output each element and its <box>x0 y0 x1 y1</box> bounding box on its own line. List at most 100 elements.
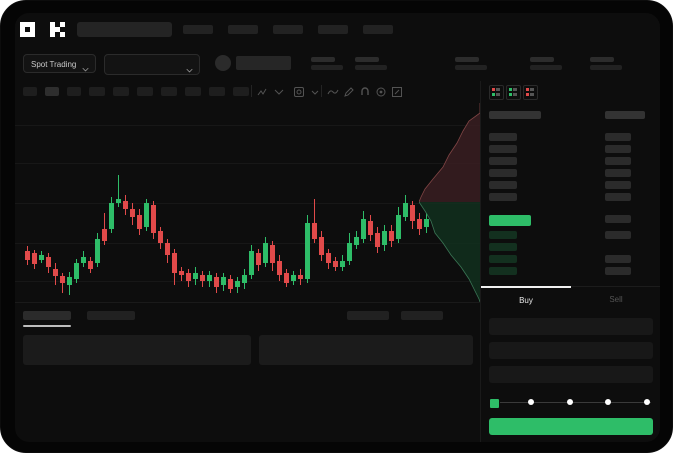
slider-stop-100[interactable] <box>644 399 650 405</box>
pencil-icon[interactable] <box>343 85 355 97</box>
submit-order-button[interactable] <box>489 418 653 435</box>
market-stat-value <box>590 65 622 70</box>
candle-body <box>151 205 156 233</box>
header-nav-item-3[interactable] <box>318 25 348 34</box>
header-nav-item-0[interactable] <box>183 25 213 34</box>
orderbook-ask-row[interactable] <box>489 145 517 153</box>
market-stat-label <box>355 57 379 62</box>
orderbook-size-cell <box>605 181 631 189</box>
candle-body <box>382 231 387 245</box>
market-stat-3 <box>530 57 562 70</box>
orderbook-icon-bar <box>513 88 517 91</box>
interval-button-2[interactable] <box>67 87 81 96</box>
interval-button-9[interactable] <box>233 87 249 96</box>
price-field[interactable] <box>489 342 653 359</box>
orderbook-icon-bar <box>492 93 495 96</box>
tab-sell[interactable]: Sell <box>571 286 660 311</box>
header-nav-item-2[interactable] <box>273 25 303 34</box>
interval-button-5[interactable] <box>137 87 153 96</box>
candle-body <box>95 239 100 263</box>
orderbook-ask-row[interactable] <box>489 157 517 165</box>
interval-button-4[interactable] <box>113 87 129 96</box>
orderbook-asks-icon[interactable] <box>523 85 538 100</box>
candle-body <box>305 223 310 279</box>
candle-body <box>46 257 51 267</box>
candle-body <box>102 229 107 241</box>
okx-logo[interactable] <box>20 22 95 37</box>
bottom-tab-1[interactable] <box>87 311 135 320</box>
market-stat-1 <box>355 57 387 70</box>
interval-button-0[interactable] <box>23 87 37 96</box>
indicator-icon[interactable] <box>257 85 269 97</box>
orderbook-size-cell <box>605 231 631 239</box>
slider-handle[interactable] <box>489 398 500 409</box>
orderbook-bids-icon[interactable] <box>506 85 521 100</box>
candle-body <box>319 237 324 255</box>
search-input[interactable] <box>77 22 172 37</box>
candlestick-chart[interactable] <box>15 103 480 302</box>
interval-button-8[interactable] <box>209 87 225 96</box>
candle-body <box>144 203 149 227</box>
interval-button-3[interactable] <box>89 87 105 96</box>
candle-body <box>354 237 359 245</box>
orderbook-ask-row[interactable] <box>489 133 517 141</box>
slider-stop-75[interactable] <box>605 399 612 405</box>
candle-body <box>389 231 394 241</box>
candle-body <box>186 273 191 281</box>
bottom-action-0[interactable] <box>347 311 389 320</box>
candle-body <box>116 199 121 203</box>
bottom-tab-0[interactable] <box>23 311 71 320</box>
orderbook-size-cell <box>605 133 631 141</box>
orderbook-bid-row[interactable] <box>489 243 517 251</box>
orderbook-bid-row[interactable] <box>489 267 517 275</box>
chart-gridline <box>15 281 480 282</box>
line-chart-icon[interactable] <box>327 85 339 97</box>
candle-body <box>179 271 184 275</box>
candle-body <box>396 215 401 239</box>
orderbook-bid-row[interactable] <box>489 231 517 239</box>
candle-body <box>291 275 296 281</box>
logo-pixel <box>50 27 55 32</box>
orderbook-icon-bar <box>509 93 512 96</box>
orderbook-size-cell <box>605 157 631 165</box>
amount-slider[interactable] <box>489 398 653 409</box>
orderbook-both-icon[interactable] <box>489 85 504 100</box>
interval-button-1[interactable] <box>45 87 59 96</box>
slider-stop-25[interactable] <box>527 399 534 405</box>
candle-wick <box>118 175 119 207</box>
magnet-icon[interactable] <box>359 85 371 97</box>
compare-icon[interactable] <box>293 85 305 97</box>
orderbook-ask-row[interactable] <box>489 181 517 189</box>
logo-pixel <box>30 27 35 32</box>
settings-icon[interactable] <box>375 85 387 97</box>
candle-body <box>109 203 114 229</box>
market-mode-select[interactable]: Spot Trading <box>23 54 96 73</box>
tab-buy[interactable]: Buy <box>481 286 571 312</box>
chevron-down-icon[interactable] <box>273 85 285 97</box>
trading-pair-select[interactable] <box>104 54 200 75</box>
header-nav-item-1[interactable] <box>228 25 258 34</box>
logo-pixel <box>25 32 30 37</box>
buy-sell-tabs: Buy Sell <box>481 286 660 310</box>
amount-field[interactable] <box>489 366 653 383</box>
interval-button-7[interactable] <box>185 87 201 96</box>
market-stat-0 <box>311 57 343 70</box>
orderbook-ask-row[interactable] <box>489 193 517 201</box>
fullscreen-icon[interactable] <box>391 85 403 97</box>
orderbook-ask-row[interactable] <box>489 169 517 177</box>
candle-body <box>193 273 198 279</box>
candle-body <box>263 243 268 263</box>
chevron-down-icon <box>82 61 89 80</box>
header-nav-item-4[interactable] <box>363 25 393 34</box>
order-type-field[interactable] <box>489 318 653 335</box>
bottom-tab-active-underline <box>23 325 71 327</box>
candle-body <box>207 275 212 281</box>
slider-stop-50[interactable] <box>566 399 573 405</box>
interval-button-6[interactable] <box>161 87 177 96</box>
logo-pixel <box>60 32 65 37</box>
bottom-action-1[interactable] <box>401 311 443 320</box>
orderbook-size-cell <box>605 215 631 223</box>
chevron-down-small-icon[interactable] <box>309 85 321 97</box>
bottom-panel-0 <box>23 335 251 365</box>
orderbook-bid-row[interactable] <box>489 255 517 263</box>
